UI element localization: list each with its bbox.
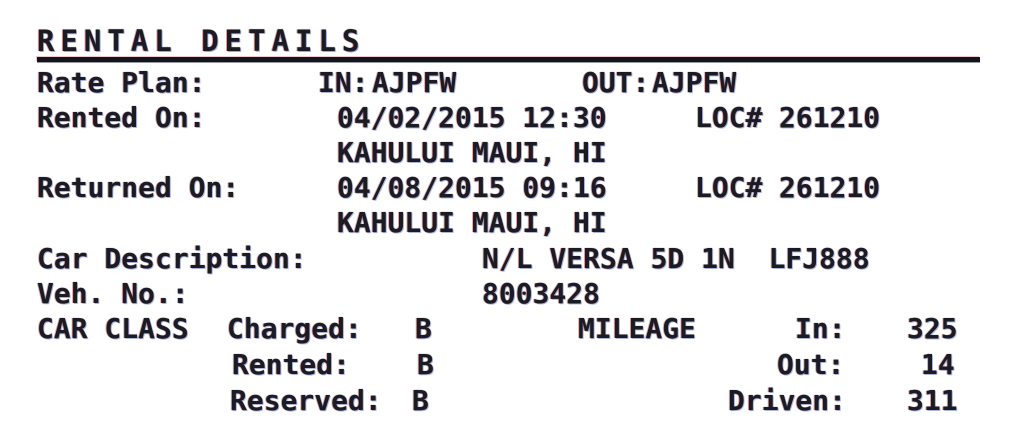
- mileage-out-value: 14: [921, 348, 955, 381]
- mileage-driven-value: 311: [907, 384, 958, 417]
- car-class-charged-label: Charged:: [227, 312, 362, 345]
- rented-loc-label: LOC#: [695, 101, 763, 134]
- rented-on-datetime: 04/02/2015 12:30: [337, 101, 607, 134]
- rate-plan-out-value: AJPFW: [652, 66, 737, 99]
- returned-loc-label: LOC#: [695, 171, 763, 204]
- returned-loc-number: 261210: [779, 171, 881, 204]
- returned-location: KAHULUI MAUI, HI: [337, 206, 607, 239]
- rate-plan-in-value: AJPFW: [372, 66, 457, 99]
- rented-location: KAHULUI MAUI, HI: [337, 136, 607, 169]
- rate-plan-out-label: OUT:: [582, 66, 650, 99]
- car-description-label: Car Description:: [37, 242, 307, 275]
- car-class-charged-value: B: [415, 312, 432, 345]
- car-description-value: N/L VERSA 5D 1N LFJ888: [482, 242, 870, 275]
- mileage-section-label: MILEAGE: [578, 312, 697, 345]
- veh-no-value: 8003428: [482, 277, 601, 310]
- car-class-rented-value: B: [417, 348, 434, 381]
- car-class-reserved-value: B: [412, 384, 429, 417]
- section-title: RENTAL DETAILS: [37, 24, 366, 58]
- section-underline: [37, 57, 980, 62]
- car-class-reserved-label: Reserved:: [230, 384, 382, 417]
- rate-plan-in-label: IN:: [318, 66, 369, 99]
- mileage-in-value: 325: [907, 312, 958, 345]
- car-class-section-label: CAR CLASS: [37, 312, 189, 345]
- returned-on-label: Returned On:: [37, 171, 240, 204]
- returned-on-datetime: 04/08/2015 09:16: [337, 171, 607, 204]
- rate-plan-label: Rate Plan:: [37, 66, 206, 99]
- car-class-rented-label: Rented:: [232, 348, 351, 381]
- veh-no-label: Veh. No.:: [37, 277, 189, 310]
- rented-on-label: Rented On:: [37, 101, 206, 134]
- mileage-out-label: Out:: [777, 348, 845, 381]
- mileage-driven-label: Driven:: [728, 384, 847, 417]
- mileage-in-label: In:: [795, 312, 846, 345]
- rented-loc-number: 261210: [779, 101, 881, 134]
